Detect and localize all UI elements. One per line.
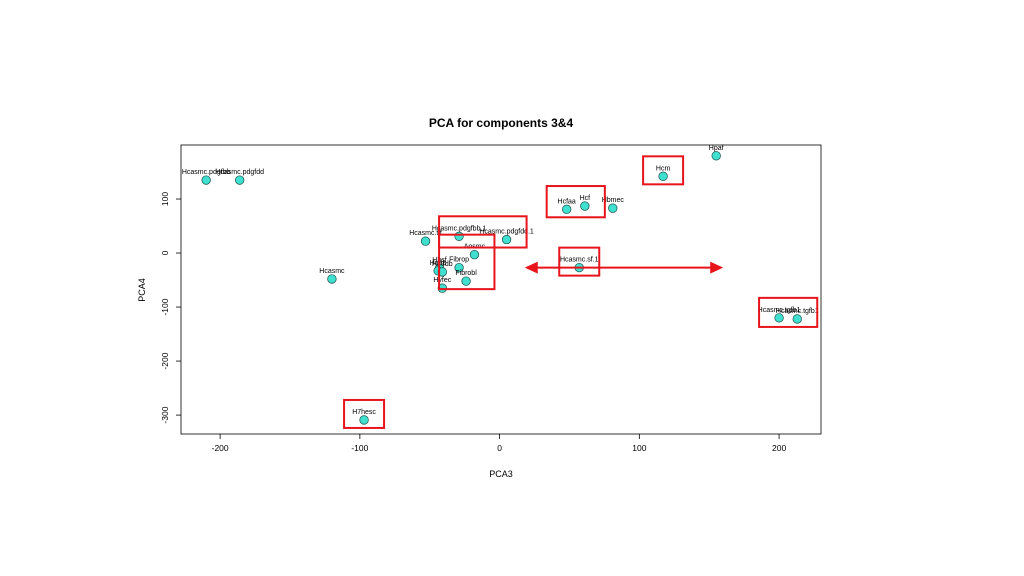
highlight-box [642,155,685,186]
point-label: Hcasmc.pdgfbb.1 [432,225,487,232]
point-label: Hpaf [709,145,724,152]
highlight-box [558,246,601,277]
highlight-box [343,398,386,429]
y-axis-label: PCA4 [137,278,147,302]
data-point [235,175,245,185]
plot-frame [180,144,822,435]
point-label: Hcasmc.pdgfdd.1 [479,229,534,236]
point-label: Hcf [580,195,591,202]
data-point [562,204,572,214]
y-tick-label: -100 [160,298,170,315]
highlight-box [438,215,528,249]
data-point [201,175,211,185]
point-label: Hcfaa [558,198,576,205]
highlight-box [545,185,606,219]
data-point [437,267,447,277]
point-label: Hvfec [433,277,451,284]
chart-title: PCA for components 3&4 [429,116,574,130]
point-label: Hbmec [602,197,625,204]
point-label: Hcasmc.sf.1 [560,257,599,264]
highlight-double-arrow [524,261,724,274]
data-point [420,236,431,246]
point-label: Hmfdb [432,261,453,268]
point-label: Hcasmc.tif [409,230,442,237]
point-label: Hcm [656,165,671,172]
data-point [608,203,618,213]
highlight-box [758,296,819,328]
data-point [792,314,802,324]
point-label: Hcasmc.pdgfdd [215,169,264,176]
data-point [711,151,721,161]
y-tick-label: -300 [160,406,170,423]
point-label: Hcasmc.tgfb1 [776,308,819,315]
data-point [774,313,784,323]
x-tick-label: 0 [497,443,502,453]
point-label: Fibrop [449,257,469,264]
data-point [469,250,480,260]
y-tick-label: 100 [160,192,170,206]
highlight-box [438,233,496,291]
y-tick-label: 0 [160,250,170,255]
data-point [359,415,369,425]
data-point [461,276,471,286]
data-point [658,171,668,181]
point-label: Hcasmc.pdgfbb [182,169,231,176]
x-tick-label: 200 [772,443,786,453]
point-label: H7hesc [352,409,376,416]
point-label: Hcasmc [319,268,345,275]
data-point [327,274,337,284]
point-label: Fibrobl [455,270,477,277]
data-point [454,262,464,273]
x-axis-label: PCA3 [489,469,513,479]
x-tick-label: -200 [212,443,229,453]
data-point [454,231,464,241]
x-tick-label: -100 [351,443,368,453]
data-point [501,234,512,245]
x-tick-label: 100 [632,443,646,453]
data-point [580,201,590,211]
point-label: Hcasmc.tgfb1 [758,307,801,314]
y-tick-label: -200 [160,352,170,369]
